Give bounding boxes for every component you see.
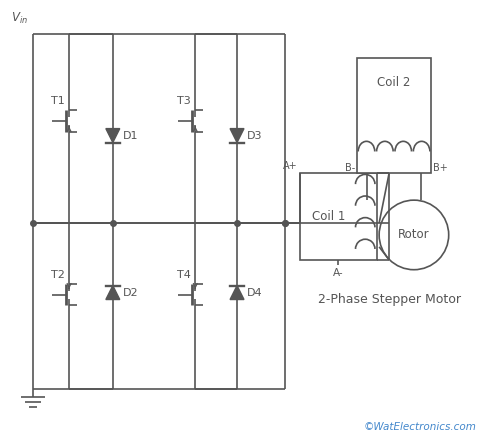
Polygon shape	[229, 129, 243, 142]
Circle shape	[378, 200, 448, 270]
Text: $V_{in}$: $V_{in}$	[12, 11, 29, 26]
Text: A+: A+	[283, 162, 297, 171]
Text: D3: D3	[246, 130, 262, 141]
Polygon shape	[106, 286, 120, 299]
Text: T4: T4	[177, 270, 191, 279]
Text: ©WatElectronics.com: ©WatElectronics.com	[363, 422, 476, 432]
Polygon shape	[106, 129, 120, 142]
Text: D2: D2	[122, 287, 138, 298]
Text: 2-Phase Stepper Motor: 2-Phase Stepper Motor	[317, 293, 460, 306]
Text: T1: T1	[51, 96, 65, 106]
Text: A-: A-	[333, 268, 343, 278]
Text: B+: B+	[432, 163, 447, 174]
Bar	[299, 173, 377, 260]
Text: D1: D1	[122, 130, 138, 141]
Polygon shape	[229, 286, 243, 299]
Text: Rotor: Rotor	[397, 228, 429, 242]
Text: B-: B-	[344, 163, 355, 174]
Bar	[357, 58, 430, 173]
Text: T3: T3	[177, 96, 191, 106]
Text: Coil 2: Coil 2	[377, 77, 410, 89]
Text: T2: T2	[51, 270, 65, 279]
Text: Coil 1: Coil 1	[311, 210, 345, 223]
Text: D4: D4	[246, 287, 262, 298]
